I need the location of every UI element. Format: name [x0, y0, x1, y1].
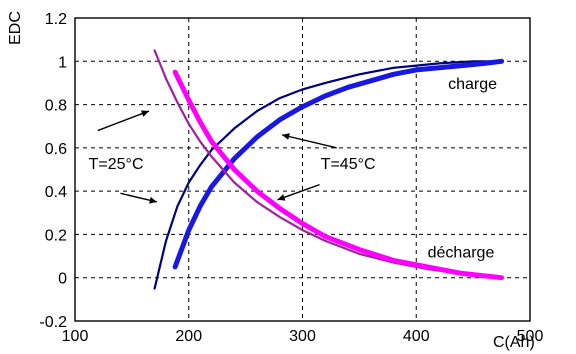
x-axis-label: C(Ah): [493, 334, 535, 351]
y-tick-label: 0.6: [45, 141, 67, 158]
annotation-label: charge: [448, 76, 497, 93]
annotations: charge décharge T=25°C T=45°C: [89, 76, 497, 262]
annotation-arrow: [281, 134, 337, 149]
series-line-decharge: [172, 69, 505, 281]
arrow-head: [282, 133, 290, 140]
annotation-arrow: [277, 183, 320, 201]
annotation-label: décharge: [428, 245, 495, 262]
x-tick-label: 300: [289, 328, 316, 345]
x-tick-label: 500: [517, 328, 544, 345]
y-tick-label: 0.8: [45, 98, 67, 115]
annotation-arrow: [97, 110, 150, 132]
arrow-head: [149, 196, 157, 204]
annotation-label: T=45°C: [321, 156, 376, 173]
x-tick-label: 100: [62, 328, 89, 345]
annotation-label: T=25°C: [89, 156, 144, 173]
y-axis-label: EDC: [7, 11, 24, 45]
y-tick-label: -0.2: [39, 314, 67, 331]
series-line-charge: [153, 60, 503, 290]
x-tick-label: 400: [403, 328, 430, 345]
plot-frame: [74, 17, 531, 322]
x-tick-label: 200: [175, 328, 202, 345]
series-group: [153, 49, 505, 290]
y-tick-label: 1: [58, 54, 67, 71]
annotation-arrows: [97, 110, 337, 204]
y-tick-label: 1.2: [45, 11, 67, 28]
arrow-head: [277, 194, 286, 201]
y-tick-label: 0.4: [45, 184, 67, 201]
arrow-head: [140, 110, 149, 117]
tick-labels: 100 200 300 400 500 -0.2 0 0.2 0.4 0.6 0.8 1 1.2: [39, 11, 543, 345]
series-line-charge: [172, 58, 505, 270]
y-tick-label: 0.2: [45, 227, 67, 244]
y-tick-label: 0: [58, 271, 67, 288]
